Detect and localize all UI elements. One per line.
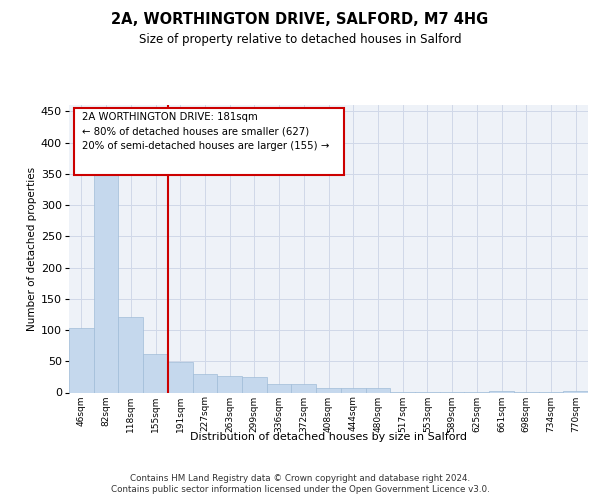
Bar — [242, 377, 267, 392]
Bar — [94, 170, 118, 392]
Text: Contains HM Land Registry data © Crown copyright and database right 2024.: Contains HM Land Registry data © Crown c… — [130, 474, 470, 483]
FancyBboxPatch shape — [74, 108, 344, 176]
Text: 2A WORTHINGTON DRIVE: 181sqm
← 80% of detached houses are smaller (627)
20% of s: 2A WORTHINGTON DRIVE: 181sqm ← 80% of de… — [82, 112, 329, 151]
Bar — [267, 384, 292, 392]
Bar — [69, 328, 94, 392]
Bar — [316, 388, 341, 392]
Bar — [118, 317, 143, 392]
Text: Distribution of detached houses by size in Salford: Distribution of detached houses by size … — [190, 432, 467, 442]
Text: Size of property relative to detached houses in Salford: Size of property relative to detached ho… — [139, 32, 461, 46]
Text: 2A, WORTHINGTON DRIVE, SALFORD, M7 4HG: 2A, WORTHINGTON DRIVE, SALFORD, M7 4HG — [112, 12, 488, 28]
Bar — [563, 390, 588, 392]
Bar — [489, 390, 514, 392]
Bar — [217, 376, 242, 392]
Bar — [341, 388, 365, 392]
Bar — [292, 384, 316, 392]
Y-axis label: Number of detached properties: Number of detached properties — [27, 166, 37, 331]
Bar — [168, 362, 193, 392]
Bar — [143, 354, 168, 393]
Bar — [193, 374, 217, 392]
Text: Contains public sector information licensed under the Open Government Licence v3: Contains public sector information licen… — [110, 485, 490, 494]
Bar — [365, 388, 390, 392]
